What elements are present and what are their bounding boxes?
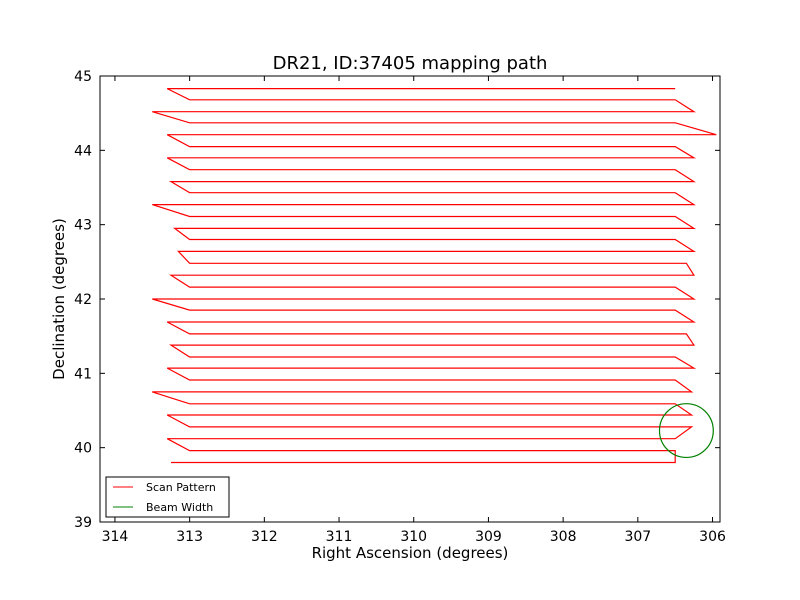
- scan-pattern-line: [152, 88, 717, 464]
- legend-label-beam-width: Beam Width: [146, 501, 213, 514]
- legend-label-scan-pattern: Scan Pattern: [146, 481, 216, 494]
- y-tick-label: 45: [74, 69, 92, 85]
- tick-layer: 314 313 312 311 310 309 308 307 306 39 40 41 42 43 44 4…: [74, 69, 726, 545]
- x-tick-label: 306: [699, 529, 726, 545]
- chart-title: DR21, ID:37405 mapping path: [273, 53, 548, 74]
- y-axis-title: Declination (degrees): [50, 218, 68, 380]
- x-axis-title: Right Ascension (degrees): [312, 544, 509, 562]
- y-tick-label: 41: [74, 366, 92, 382]
- legend: Scan Pattern Beam Width: [105, 476, 230, 518]
- y-tick-label: 43: [74, 218, 92, 234]
- y-tick-label: 39: [74, 515, 92, 531]
- x-tick-label: 309: [475, 529, 502, 545]
- beam-width-circle: [658, 403, 714, 459]
- x-tick-label: 311: [326, 529, 353, 545]
- y-tick-label: 44: [74, 143, 92, 159]
- y-tick-label: 40: [74, 441, 92, 457]
- plot-area: [152, 88, 717, 464]
- x-tick-label: 310: [400, 529, 427, 545]
- plot-frame: [99, 75, 721, 523]
- x-tick-label: 312: [251, 529, 278, 545]
- legend-box: [105, 476, 230, 518]
- x-tick-label: 314: [102, 529, 129, 545]
- x-tick-label: 313: [176, 529, 203, 545]
- y-tick-label: 42: [74, 292, 92, 308]
- x-tick-label: 307: [624, 529, 651, 545]
- x-tick-label: 308: [550, 529, 577, 545]
